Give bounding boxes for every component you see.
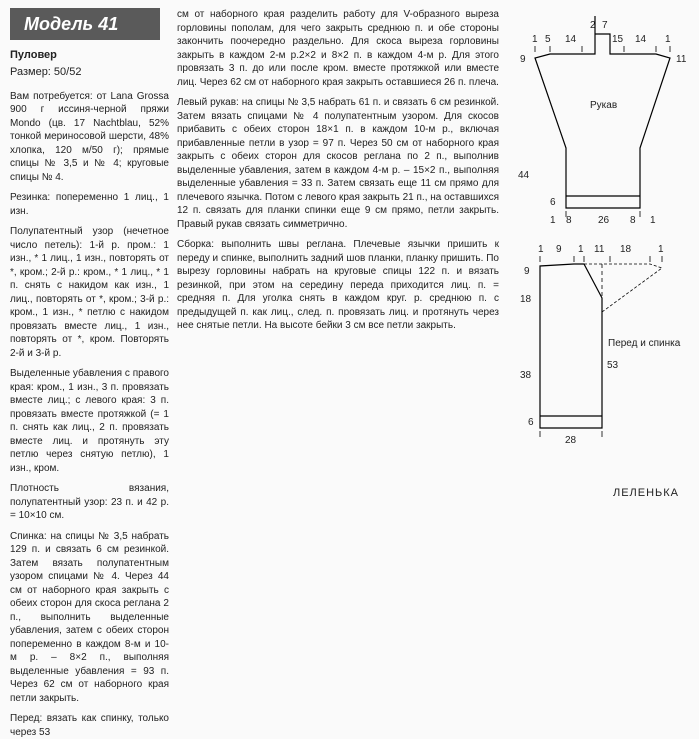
front-para: Перед: вязать как спинку, только через 5… [10,712,169,739]
back-para: Спинка: на спицы № 3,5 набрать 129 п. и … [10,530,169,706]
dim-t-b: 5 [545,34,551,45]
dim-sr-11: 11 [676,54,687,65]
garment-size: Размер: 50/52 [10,65,169,80]
dim-t-c: 14 [565,34,577,45]
front-cont-para: см от наборного края разделить работу дл… [177,8,499,89]
dim-t-a: 1 [532,34,538,45]
sleeve-para: Левый рукав: на спицы № 3,5 набрать 61 п… [177,96,499,231]
body-schematic: 1 9 1 11 18 1 9 18 38 6 Перед и спинка 5… [510,238,695,458]
left-column: Модель 41 Пуловер Размер: 50/52 Вам потр… [0,0,175,507]
dim2-side9: 9 [524,266,530,277]
dim-h-44: 44 [518,170,530,181]
pattern-para: Полупатентный узор (нечетное число петел… [10,225,169,360]
decrease-para: Выделенные убавления с правого края: кро… [10,367,169,475]
model-banner: Модель 41 [10,8,160,40]
dim2-t-a: 1 [538,244,544,255]
dim2-h18: 18 [520,294,532,305]
dim2-t-c: 1 [578,244,584,255]
gauge-para: Плотность вязания, полупатентный узор: 2… [10,482,169,523]
dim-b-d: 8 [630,215,636,226]
dim2-h38: 38 [520,370,532,381]
dim2-hem6: 6 [528,417,534,428]
dim2-extra: 53 [607,360,619,371]
dim-t-h: 1 [665,34,671,45]
dim-sl-9: 9 [520,54,526,65]
dim-b-e: 1 [650,215,656,226]
dim2-w28: 28 [565,435,577,446]
sleeve-schematic: 1 5 14 2 7 15 14 1 Рукав 9 11 44 6 1 8 [510,8,695,238]
body-label: Перед и спинка [608,338,681,349]
sleeve-label: Рукав [590,100,617,111]
assembly-para: Сборка: выполнить швы реглана. Плечевые … [177,238,499,333]
rib-para: Резинка: попеременно 1 лиц., 1 изн. [10,191,169,218]
materials-para: Вам потребуется: от Lana Grossa 900 г ис… [10,90,169,185]
garment-title: Пуловер [10,48,169,63]
dim2-t-b: 9 [556,244,562,255]
right-column: 1 5 14 2 7 15 14 1 Рукав 9 11 44 6 1 8 [505,0,699,507]
dim2-t-f: 1 [658,244,664,255]
credit: ЛЕЛЕНЬКА [613,486,679,501]
dim-hem-6: 6 [550,197,556,208]
dim2-t-e: 18 [620,244,632,255]
dim-b-a: 1 [550,215,556,226]
dim-t-f: 15 [612,34,624,45]
dim2-t-d: 11 [594,244,605,255]
middle-column: см от наборного края разделить работу дл… [175,0,505,507]
dim-t-e: 7 [602,20,608,31]
dim-t-g: 14 [635,34,647,45]
dim-b-c: 26 [598,215,610,226]
dim-b-b: 8 [566,215,572,226]
